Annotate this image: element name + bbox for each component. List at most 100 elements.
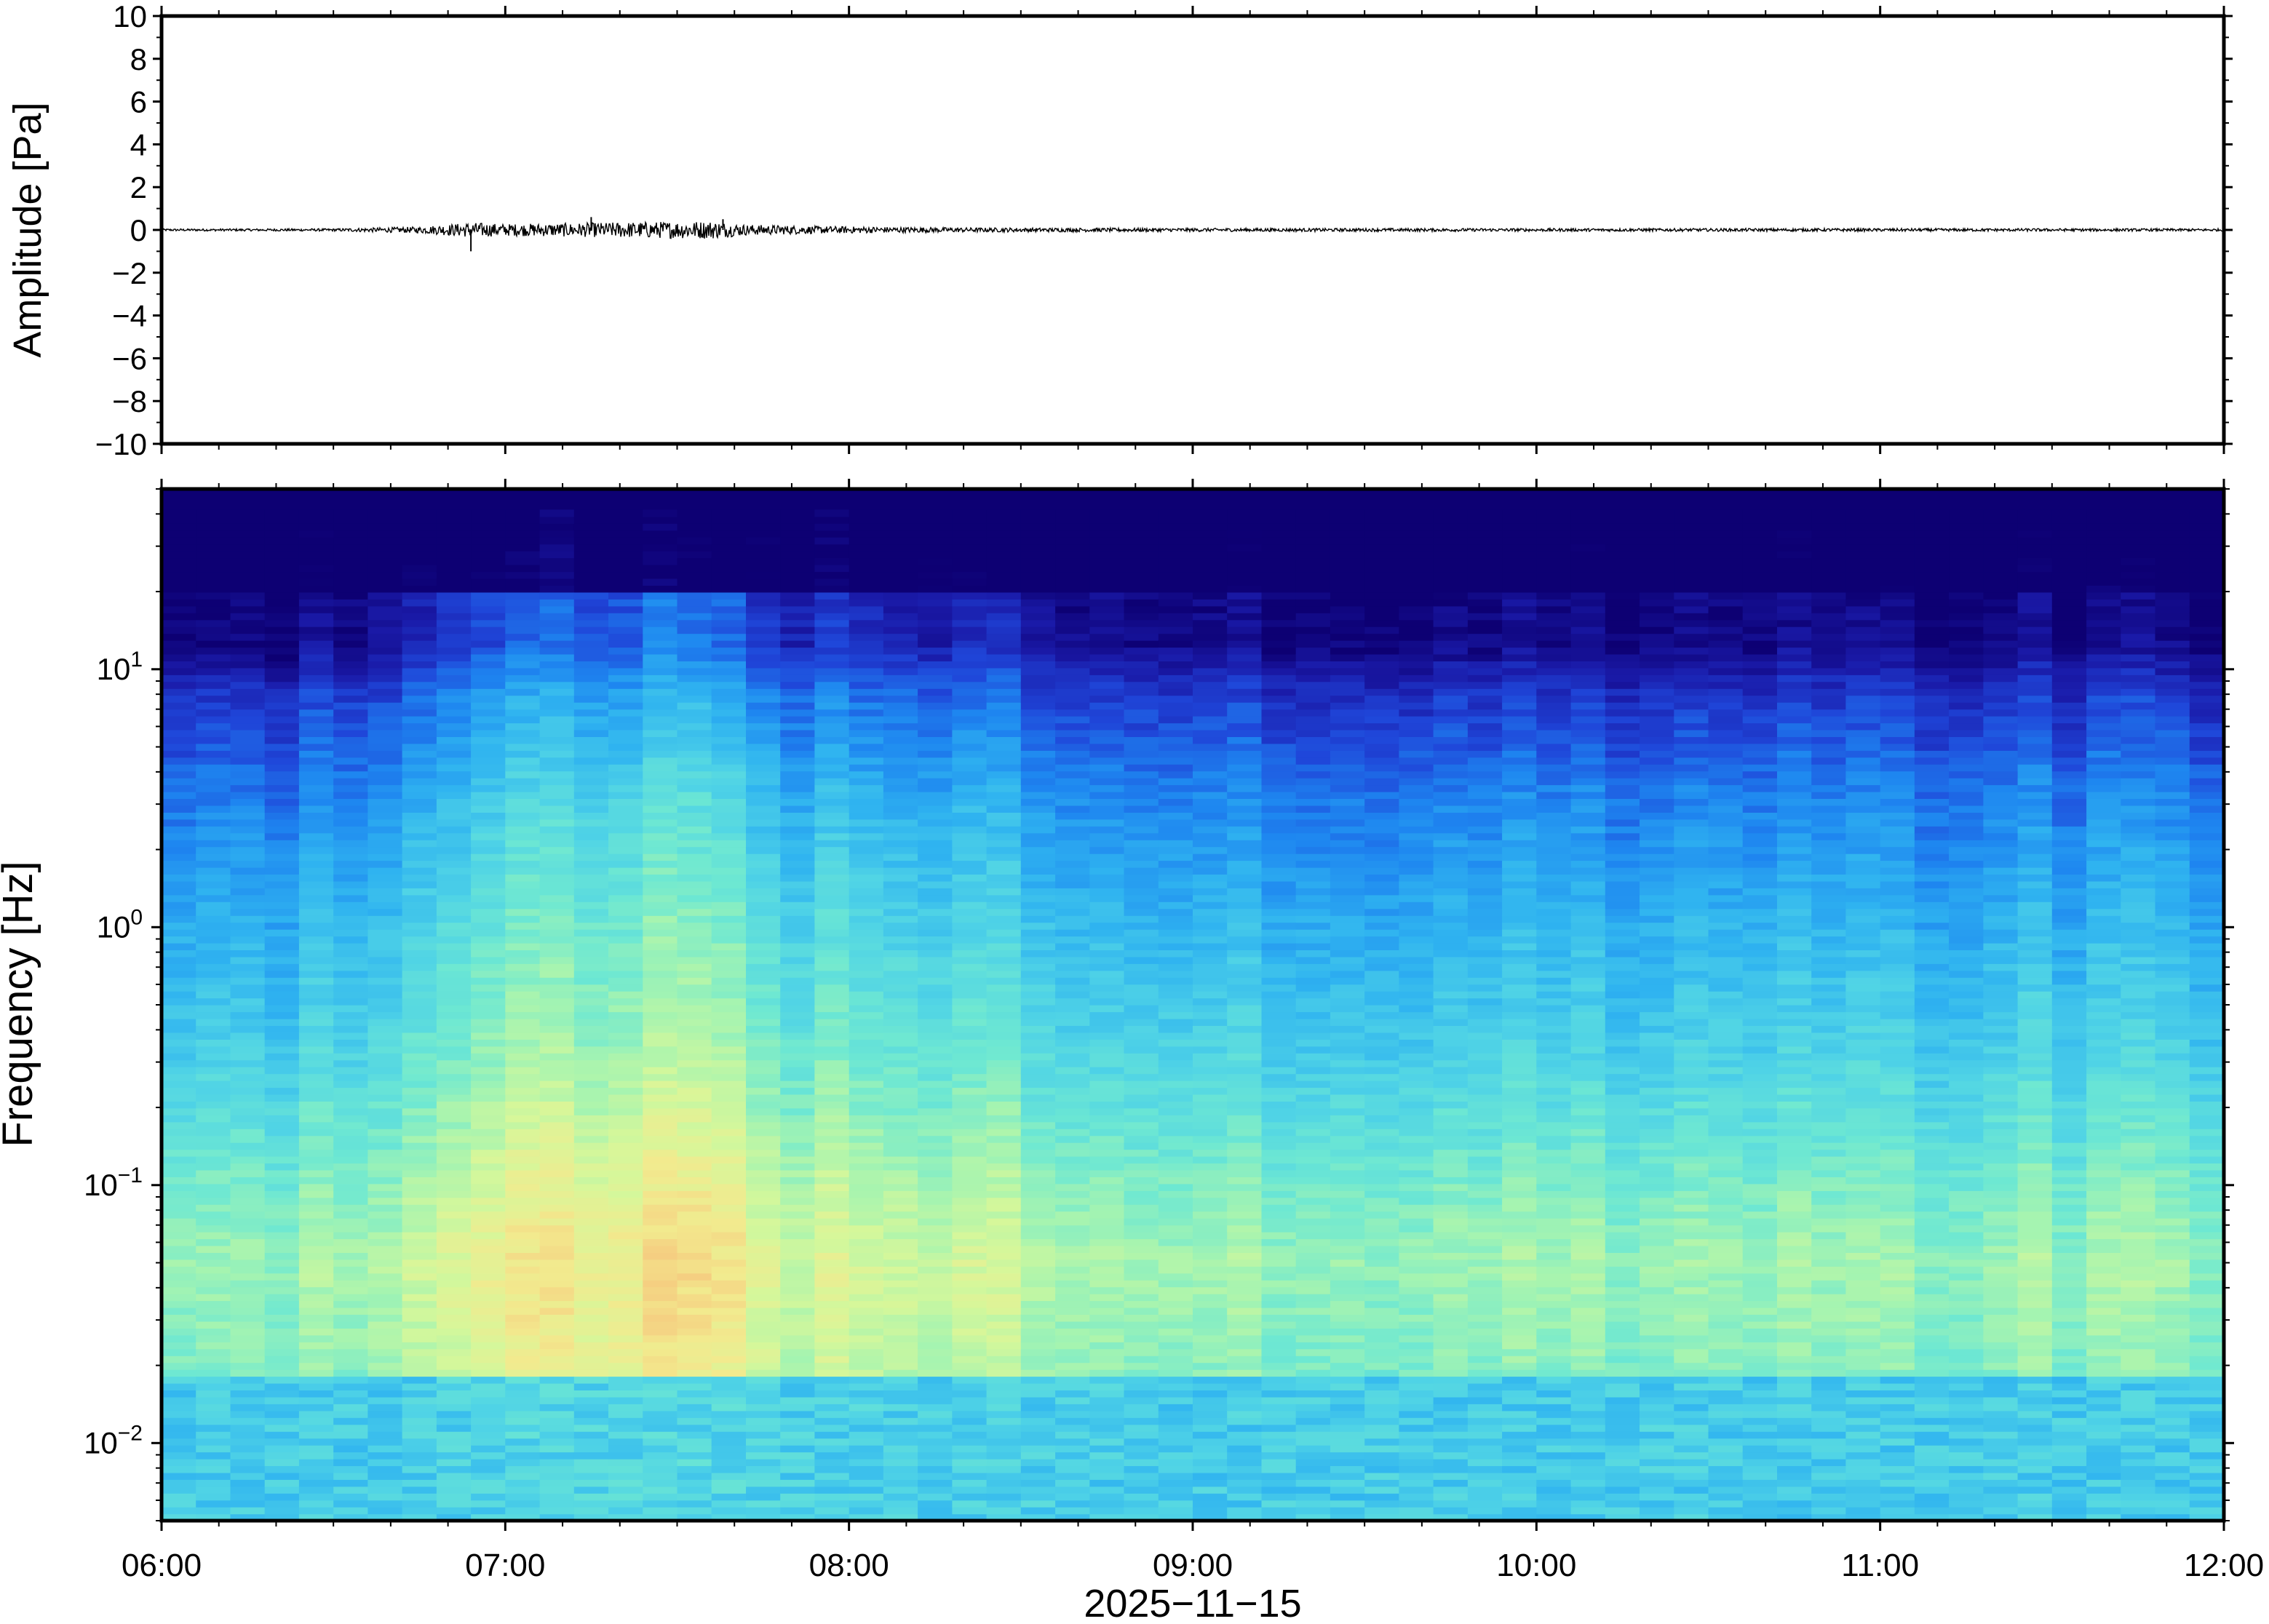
spectrogram-cell [952,846,988,854]
spectrogram-cell [1020,736,1056,744]
spectrogram-cell [505,1225,541,1233]
spectrogram-cell [367,1362,403,1370]
spectrogram-cell [1193,1018,1228,1026]
spectrogram-cell [573,764,609,772]
spectrogram-cell [952,688,988,696]
spectrogram-cell [436,661,472,669]
spectrogram-cell [573,1183,609,1191]
spectrogram-cell [162,984,196,992]
spectrogram-cell [986,702,1022,710]
spectrogram-cell [471,1238,506,1246]
spectrogram-cell [643,578,678,586]
spectrogram-cell [1193,1410,1228,1418]
spectrogram-cell [1193,880,1228,888]
spectrogram-cell [1124,1080,1159,1088]
spectrogram-cell [1158,695,1193,703]
spectrogram-cell [986,592,1022,600]
spectrogram-cell [1158,736,1193,744]
spectrogram-cell [952,729,988,737]
spectrogram-cell [1124,1472,1159,1480]
spectrogram-cell [1055,1376,1090,1384]
spectrogram-cell [677,1500,712,1508]
spectrogram-cell [1055,1018,1090,1026]
spectrogram-cell [952,1356,988,1364]
spectrogram-cell [608,1080,643,1088]
spectrogram-cell [471,1417,506,1425]
spectrogram-cell [367,557,403,565]
spectrogram-cell [1020,846,1056,854]
spectrogram-cell [608,619,643,627]
spectrogram-cell [573,592,609,600]
spectrogram-cell [539,1348,575,1356]
spectrogram-cell [162,613,196,621]
spectrogram-cell [1055,1513,1090,1521]
spectrogram-cell [883,1273,918,1281]
spectrogram-cell [918,1135,953,1143]
spectrogram-cell [196,1334,231,1342]
spectrogram-cell [814,667,850,675]
spectrogram-cell [436,1218,472,1226]
spectrogram-cell [162,1218,196,1226]
spectrogram-cell [1020,942,1056,950]
spectrogram-cell [711,764,747,772]
spectrogram-cell [1055,860,1090,868]
spectrogram-cell [1261,1328,1297,1336]
spectrogram-cell [162,1294,196,1302]
spectrogram-cell [1089,1479,1125,1487]
spectrogram-cell [986,1115,1022,1123]
spectrogram-cell [643,805,678,813]
spectrogram-cell [333,840,368,848]
spectrogram-cell [608,1032,643,1040]
spectrogram-cell [573,1245,609,1253]
spectrogram-cell [986,1129,1022,1137]
spectrogram-cell [986,1486,1022,1494]
spectrogram-cell [643,599,678,607]
spectrogram-cell [367,888,403,896]
spectrogram-cell [711,674,747,682]
spectrogram-cell [608,530,643,538]
spectrogram-cell [573,894,609,902]
spectrogram-cell [230,1197,266,1205]
spectrogram-cell [677,551,712,559]
spectrogram-cell [1261,1431,1297,1439]
spectrogram-cell [367,922,403,930]
spectrogram-cell [711,1211,747,1219]
spectrogram-cell [298,791,334,799]
spectrogram-cell [230,1025,266,1033]
spectrogram-cell [986,929,1022,937]
spectrogram-cell [230,1493,266,1501]
spectrogram-cell [746,640,781,648]
spectrogram-cell [746,1053,781,1061]
spectrogram-cell [471,1259,506,1267]
spectrogram-cell [677,819,712,827]
spectrogram-cell [573,1286,609,1294]
spectrogram-cell [539,1053,575,1061]
spectrogram-cell [402,1280,437,1288]
spectrogram-cell [1261,1348,1297,1356]
spectrogram-cell [1055,901,1090,909]
spectrogram-cell [1227,1342,1262,1350]
spectrogram-cell [918,1252,953,1260]
spectrogram-cell [573,970,609,978]
spectrogram-cell [1295,1472,1331,1480]
spectrogram-cell [1158,1129,1193,1137]
spectrogram-cell [608,1046,643,1054]
spectrogram-cell [608,1183,643,1191]
spectrogram-cell [1089,950,1125,958]
spectrogram-cell [333,1390,368,1398]
spectrogram-cell [436,557,472,565]
spectrogram-cell [367,874,403,882]
spectrogram-cell [264,1232,300,1240]
spectrogram-cell [643,1169,678,1177]
spectrogram-cell [264,1032,300,1040]
spectrogram-cell [1020,984,1056,992]
spectrogram-cell [333,1087,368,1095]
spectrogram-cell [1124,1417,1159,1425]
spectrogram-cell [883,1018,918,1026]
spectrogram-cell [367,977,403,985]
spectrogram-cell [1193,1376,1228,1384]
spectrogram-cell [711,1417,747,1425]
spectrogram-cell [436,1410,472,1418]
spectrogram-cell [643,1094,678,1102]
spectrogram-cell [471,1067,506,1075]
